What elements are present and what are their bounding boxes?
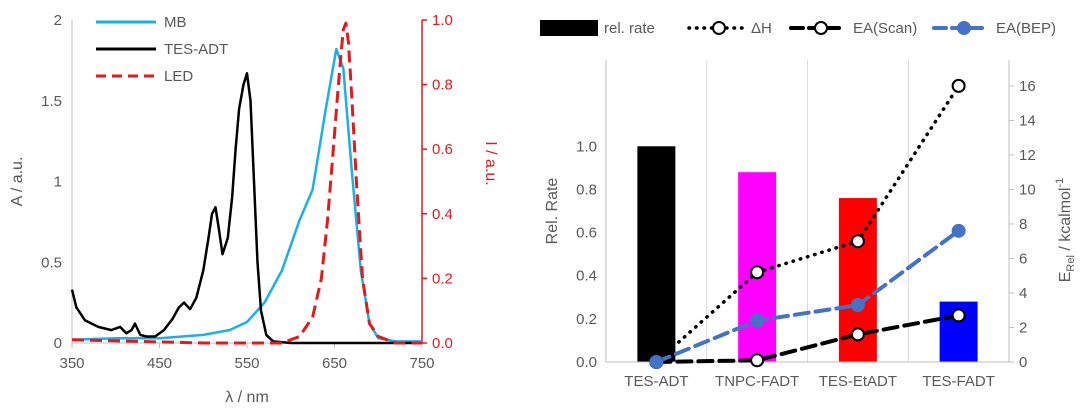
y-tick-label: 1.0	[576, 138, 597, 155]
y2-tick-label: 2	[1019, 319, 1027, 336]
y-tick-label: 0.4	[576, 268, 597, 285]
series-line	[654, 228, 961, 364]
series-mb-line	[71, 47, 422, 343]
series-point	[750, 265, 765, 280]
x-category-label: TES-EtADT	[819, 373, 897, 390]
y2-tick-label: 0	[1019, 354, 1027, 371]
y2-tick-label: 16	[1019, 78, 1036, 95]
legend-swatch-marker	[712, 21, 726, 35]
y2-tick-label: 8	[1019, 216, 1027, 233]
series-point	[649, 355, 664, 369]
bar-tes-adt	[637, 146, 676, 362]
legend-label: MB	[164, 14, 187, 31]
legend-label: EA(Scan)	[853, 20, 917, 37]
x-axis-title: λ / nm	[225, 389, 269, 406]
y-axis-title: A / a.u.	[9, 157, 26, 207]
series-point	[850, 298, 865, 313]
series-point	[951, 223, 966, 238]
y2-tick-label: 6	[1019, 250, 1027, 267]
y2-axis-title-main: E	[1057, 272, 1074, 283]
y2-axis-title: I / a.u.	[482, 141, 499, 185]
x-tick-label: 550	[234, 355, 259, 372]
y-tick-label: 0.6	[576, 225, 597, 242]
y2-tick-label: 12	[1019, 147, 1036, 164]
x-tick-label: 750	[409, 355, 434, 372]
x-tick-label: 450	[147, 355, 172, 372]
series-led-line	[71, 21, 422, 345]
y2-axis-title-sub: Rel	[1065, 255, 1077, 272]
y2-tick-label: 1.0	[432, 12, 453, 29]
y-tick-label: 1	[54, 174, 62, 191]
series-line	[654, 313, 961, 364]
y2-axis-title-sup: -1	[1054, 178, 1066, 188]
legend-swatch-marker	[814, 21, 828, 35]
x-tick-label: 350	[59, 355, 84, 372]
y2-tick-label: 0.4	[432, 206, 453, 223]
series-point	[750, 353, 765, 368]
y2-tick-label: 10	[1019, 181, 1036, 198]
y-tick-label: 0.8	[576, 181, 597, 198]
y2-tick-label: 0.2	[432, 270, 453, 287]
x-category-label: TES-FADT	[922, 373, 995, 390]
y-tick-label: 0.0	[576, 354, 597, 371]
y2-tick-label: 0.6	[432, 141, 453, 158]
series-point	[850, 234, 865, 249]
y-tick-label: 0.2	[576, 311, 597, 328]
y2-tick-label: 0.0	[432, 335, 453, 352]
absorption-emission-chart: 350 450 550 650 750 0 0.5 1 1.5 2 0.0 0.2 0.4 0.6 0.8 1…	[9, 12, 499, 406]
series-point	[951, 308, 966, 323]
legend-swatch-bar	[540, 20, 598, 36]
relative-rate-chart: 0.0 0.2 0.4 0.6 0.8 1.0 0 2 4 6 8 10 12 14 16 TES-ADT TN…	[540, 20, 1077, 390]
legend-label: rel. rate	[604, 20, 655, 37]
y2-tick-label: 4	[1019, 285, 1027, 302]
y-tick-label: 0.5	[41, 254, 62, 271]
y-tick-label: 2	[54, 12, 62, 29]
series-point	[850, 327, 865, 342]
x-tick-label: 650	[322, 355, 347, 372]
y2-axis-title-unit: / kcalmol	[1057, 188, 1074, 256]
y-tick-label: 1.5	[41, 93, 62, 110]
series-point	[951, 78, 966, 93]
y2-axis-title: ERel / kcalmol-1	[1054, 178, 1077, 283]
x-category-label: TES-ADT	[624, 373, 688, 390]
legend-label: ΔH	[751, 20, 772, 37]
legend-label: LED	[164, 68, 193, 85]
y-axis-title: Rel. Rate	[544, 178, 561, 245]
legend-label: TES-ADT	[164, 41, 228, 58]
y-tick-label: 0	[54, 335, 62, 352]
legend-label: EA(BEP)	[996, 20, 1056, 37]
series-point	[750, 313, 765, 328]
series-line	[654, 84, 961, 364]
series-tes-adt-line	[70, 72, 422, 345]
legend-swatch-marker	[957, 21, 971, 35]
y2-tick-label: 0.8	[432, 77, 453, 94]
x-category-label: TNPC-FADT	[715, 373, 799, 390]
y2-tick-label: 14	[1019, 112, 1036, 129]
